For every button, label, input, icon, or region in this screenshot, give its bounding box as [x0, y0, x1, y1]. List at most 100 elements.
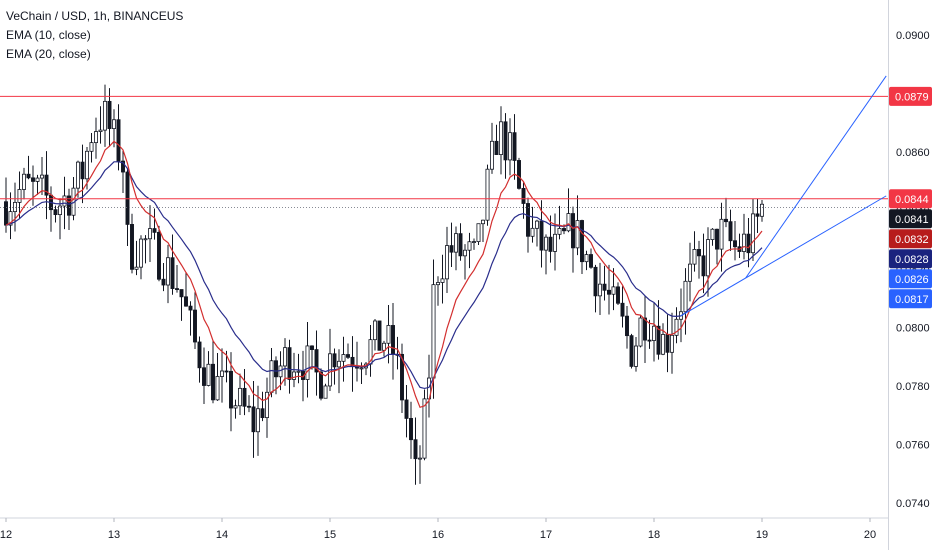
time-tick-label: 19 — [756, 529, 768, 541]
candle — [107, 88, 112, 147]
candle — [413, 417, 418, 485]
candle — [382, 340, 386, 357]
candle — [674, 307, 679, 344]
candle — [544, 234, 548, 275]
candle — [643, 296, 647, 363]
candle — [503, 113, 508, 179]
price-badge-label: 0.0832 — [895, 234, 929, 246]
candle — [472, 238, 476, 250]
candle — [211, 340, 215, 404]
trendline[interactable] — [680, 195, 887, 317]
price-badge: 0.0844 — [889, 189, 932, 209]
candle — [661, 323, 665, 356]
candle — [733, 220, 737, 261]
candle — [688, 242, 692, 302]
legend-ema-20[interactable]: EMA (20, close) — [6, 47, 91, 61]
candle — [476, 223, 481, 246]
candle — [409, 401, 413, 459]
time-tick-label: 13 — [108, 529, 120, 541]
candle — [526, 197, 530, 253]
candle — [512, 114, 517, 180]
candle — [517, 157, 521, 190]
legend-ema-10[interactable]: EMA (10, close) — [6, 28, 91, 42]
candle — [715, 228, 719, 265]
price-tick-label: 0.0800 — [896, 323, 930, 335]
candle — [53, 205, 58, 223]
price-badge: 0.0828 — [889, 249, 932, 269]
candle — [179, 289, 184, 321]
candle — [22, 167, 26, 200]
price-badge-label: 0.0817 — [895, 294, 929, 306]
candle — [373, 318, 377, 351]
trendlines — [680, 75, 887, 317]
price-tick-label: 0.0900 — [896, 30, 930, 42]
candle — [256, 385, 260, 456]
price-tick-label: 0.0860 — [896, 147, 930, 159]
candle — [490, 122, 494, 174]
candle — [287, 339, 292, 394]
candle — [184, 272, 188, 307]
candle — [683, 268, 688, 335]
candle — [98, 106, 103, 144]
price-badge: 0.0817 — [889, 289, 932, 309]
trendline[interactable] — [745, 75, 887, 279]
candle — [238, 373, 242, 416]
price-badge: 0.0879 — [889, 86, 932, 106]
candle — [143, 235, 148, 264]
candle — [400, 343, 404, 414]
candle — [557, 205, 562, 240]
horizontal-levels — [0, 95, 888, 208]
price-badge-label: 0.0844 — [895, 194, 929, 206]
candle — [130, 213, 134, 274]
candle — [8, 192, 13, 240]
candle — [625, 305, 629, 349]
candle — [242, 369, 247, 416]
legend-title[interactable]: VeChain / USD, 1h, BINANCEUS — [6, 9, 184, 23]
time-tick-label: 20 — [864, 529, 876, 541]
chart-legend: VeChain / USD, 1h, BINANCEUS EMA (10, cl… — [6, 7, 183, 64]
candle — [404, 384, 409, 438]
candle — [193, 292, 197, 350]
candle — [530, 206, 535, 243]
candle — [701, 233, 706, 294]
candle — [94, 117, 98, 159]
candle — [449, 222, 454, 267]
candle — [571, 206, 575, 273]
price-badge: 0.0841 — [889, 209, 932, 229]
candle — [422, 389, 427, 461]
candle — [76, 160, 80, 198]
candle — [269, 348, 274, 398]
candle — [58, 198, 62, 240]
candle — [80, 144, 85, 204]
candle — [584, 250, 589, 271]
time-tick-label: 14 — [216, 529, 228, 541]
candle — [341, 336, 346, 382]
candle — [611, 268, 616, 311]
candle — [202, 347, 206, 404]
price-badge-label: 0.0841 — [895, 214, 929, 226]
candle — [710, 228, 715, 246]
candle — [355, 341, 359, 382]
price-badges: 0.0879 0.0844 0.0841 0.0832 0.0828 0.0826 0.08… — [889, 86, 932, 309]
time-axis[interactable]: 12 13 14 15 16 17 18 19 20 — [0, 518, 876, 541]
candle — [454, 226, 458, 271]
candle — [719, 202, 724, 272]
candle — [395, 336, 400, 370]
candle — [436, 276, 440, 306]
price-tick-label: 0.0760 — [896, 440, 930, 452]
candle — [620, 286, 625, 328]
candle — [310, 345, 314, 370]
candle — [323, 383, 328, 399]
candle — [742, 213, 746, 260]
candle — [44, 151, 49, 220]
price-tick-label: 0.0780 — [896, 381, 930, 393]
candle — [706, 227, 710, 297]
candle — [13, 182, 17, 232]
candle — [652, 302, 656, 362]
candle — [274, 356, 278, 395]
ema-10-line — [5, 140, 763, 409]
candle — [170, 234, 175, 295]
time-tick-label: 15 — [324, 529, 336, 541]
ema-20-line — [5, 161, 763, 390]
